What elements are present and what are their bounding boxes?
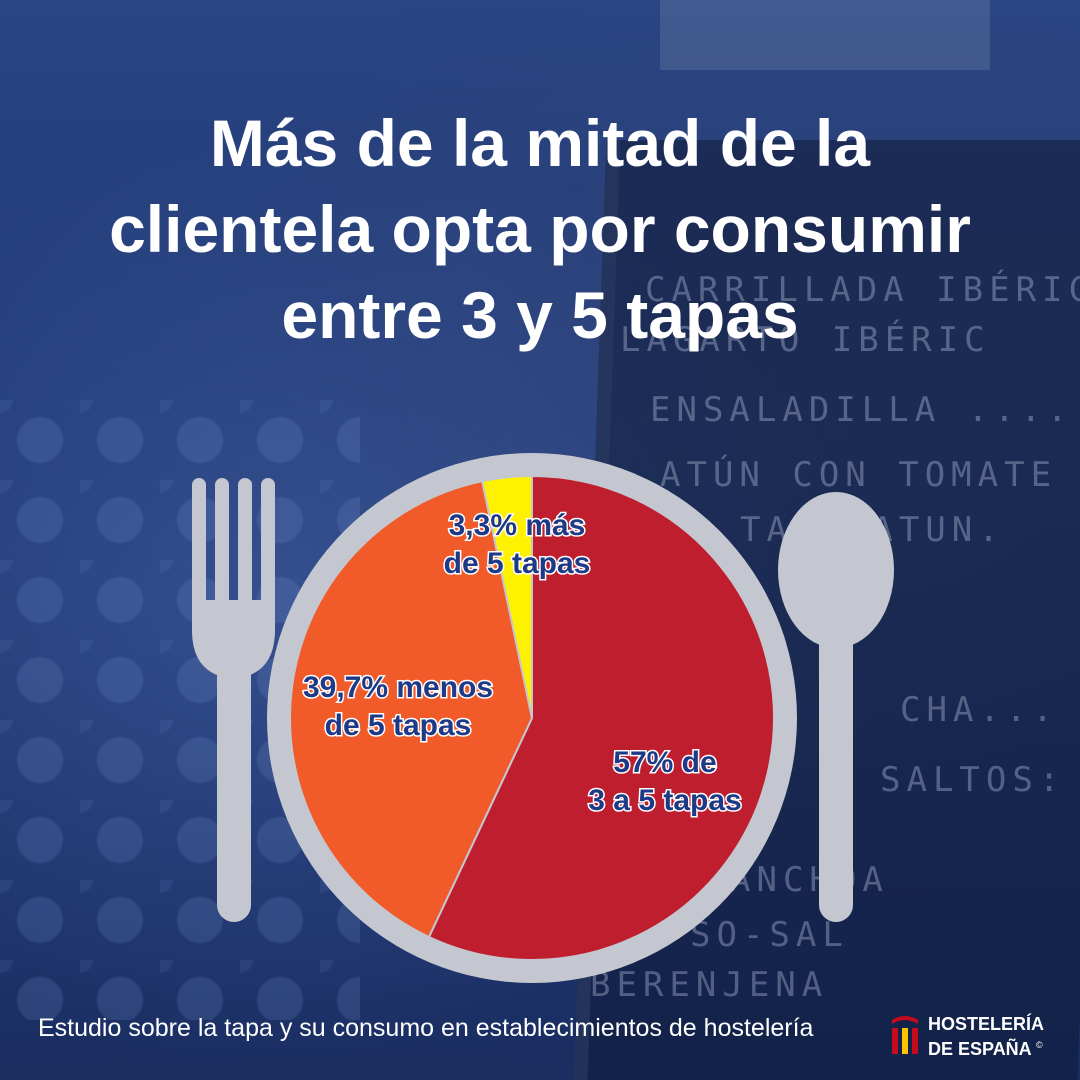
footer-caption: Estudio sobre la tapa y su consumo en es… bbox=[38, 1014, 814, 1042]
fork-icon bbox=[192, 478, 275, 922]
logo-line: HOSTELERÍA bbox=[928, 1014, 1045, 1034]
spoon-icon bbox=[778, 492, 894, 922]
logo-mark-icon bbox=[892, 1016, 918, 1054]
pie-slice bbox=[427, 474, 775, 961]
chalk-line: BERENJENA bbox=[590, 965, 829, 1005]
logo-line: DE ESPAÑA © bbox=[928, 1039, 1043, 1059]
pie-slice bbox=[289, 479, 534, 939]
logo-text: HOSTELERÍA DE ESPAÑA © bbox=[928, 1014, 1044, 1060]
pie-slice bbox=[480, 474, 533, 719]
hosteleria-logo: HOSTELERÍA DE ESPAÑA © bbox=[890, 1010, 1070, 1060]
page-title: Más de la mitad de la clientela opta por… bbox=[0, 100, 1080, 358]
background-sign bbox=[660, 0, 990, 70]
chalk-line: CARRILLADA IBÉRIC bbox=[645, 270, 1080, 310]
slice-label: 3,3% más de 5 tapas bbox=[444, 509, 591, 580]
slice-label: 39,7% menos de 5 tapas bbox=[303, 671, 493, 742]
chalk-line: CHA... bbox=[900, 690, 1059, 730]
slice-label: 57% de 3 a 5 tapas bbox=[588, 746, 741, 817]
title-line: clientela opta por consumir bbox=[109, 192, 971, 266]
chalk-line: LAGARTO IBÉRIC bbox=[620, 320, 991, 360]
title-line: entre 3 y 5 tapas bbox=[281, 278, 799, 352]
chalk-line: ATÚN CON TOMATE bbox=[660, 455, 1058, 495]
chalk-line: ENSALADILLA .... bbox=[650, 390, 1074, 430]
title-line: Más de la mitad de la bbox=[209, 106, 871, 180]
chalk-line: SALTOS: bbox=[880, 760, 1066, 800]
copyright-mark: © bbox=[1036, 1040, 1043, 1050]
chalk-line: ANCHOA bbox=[730, 860, 889, 900]
chalk-line: SO-SAL bbox=[690, 915, 849, 955]
